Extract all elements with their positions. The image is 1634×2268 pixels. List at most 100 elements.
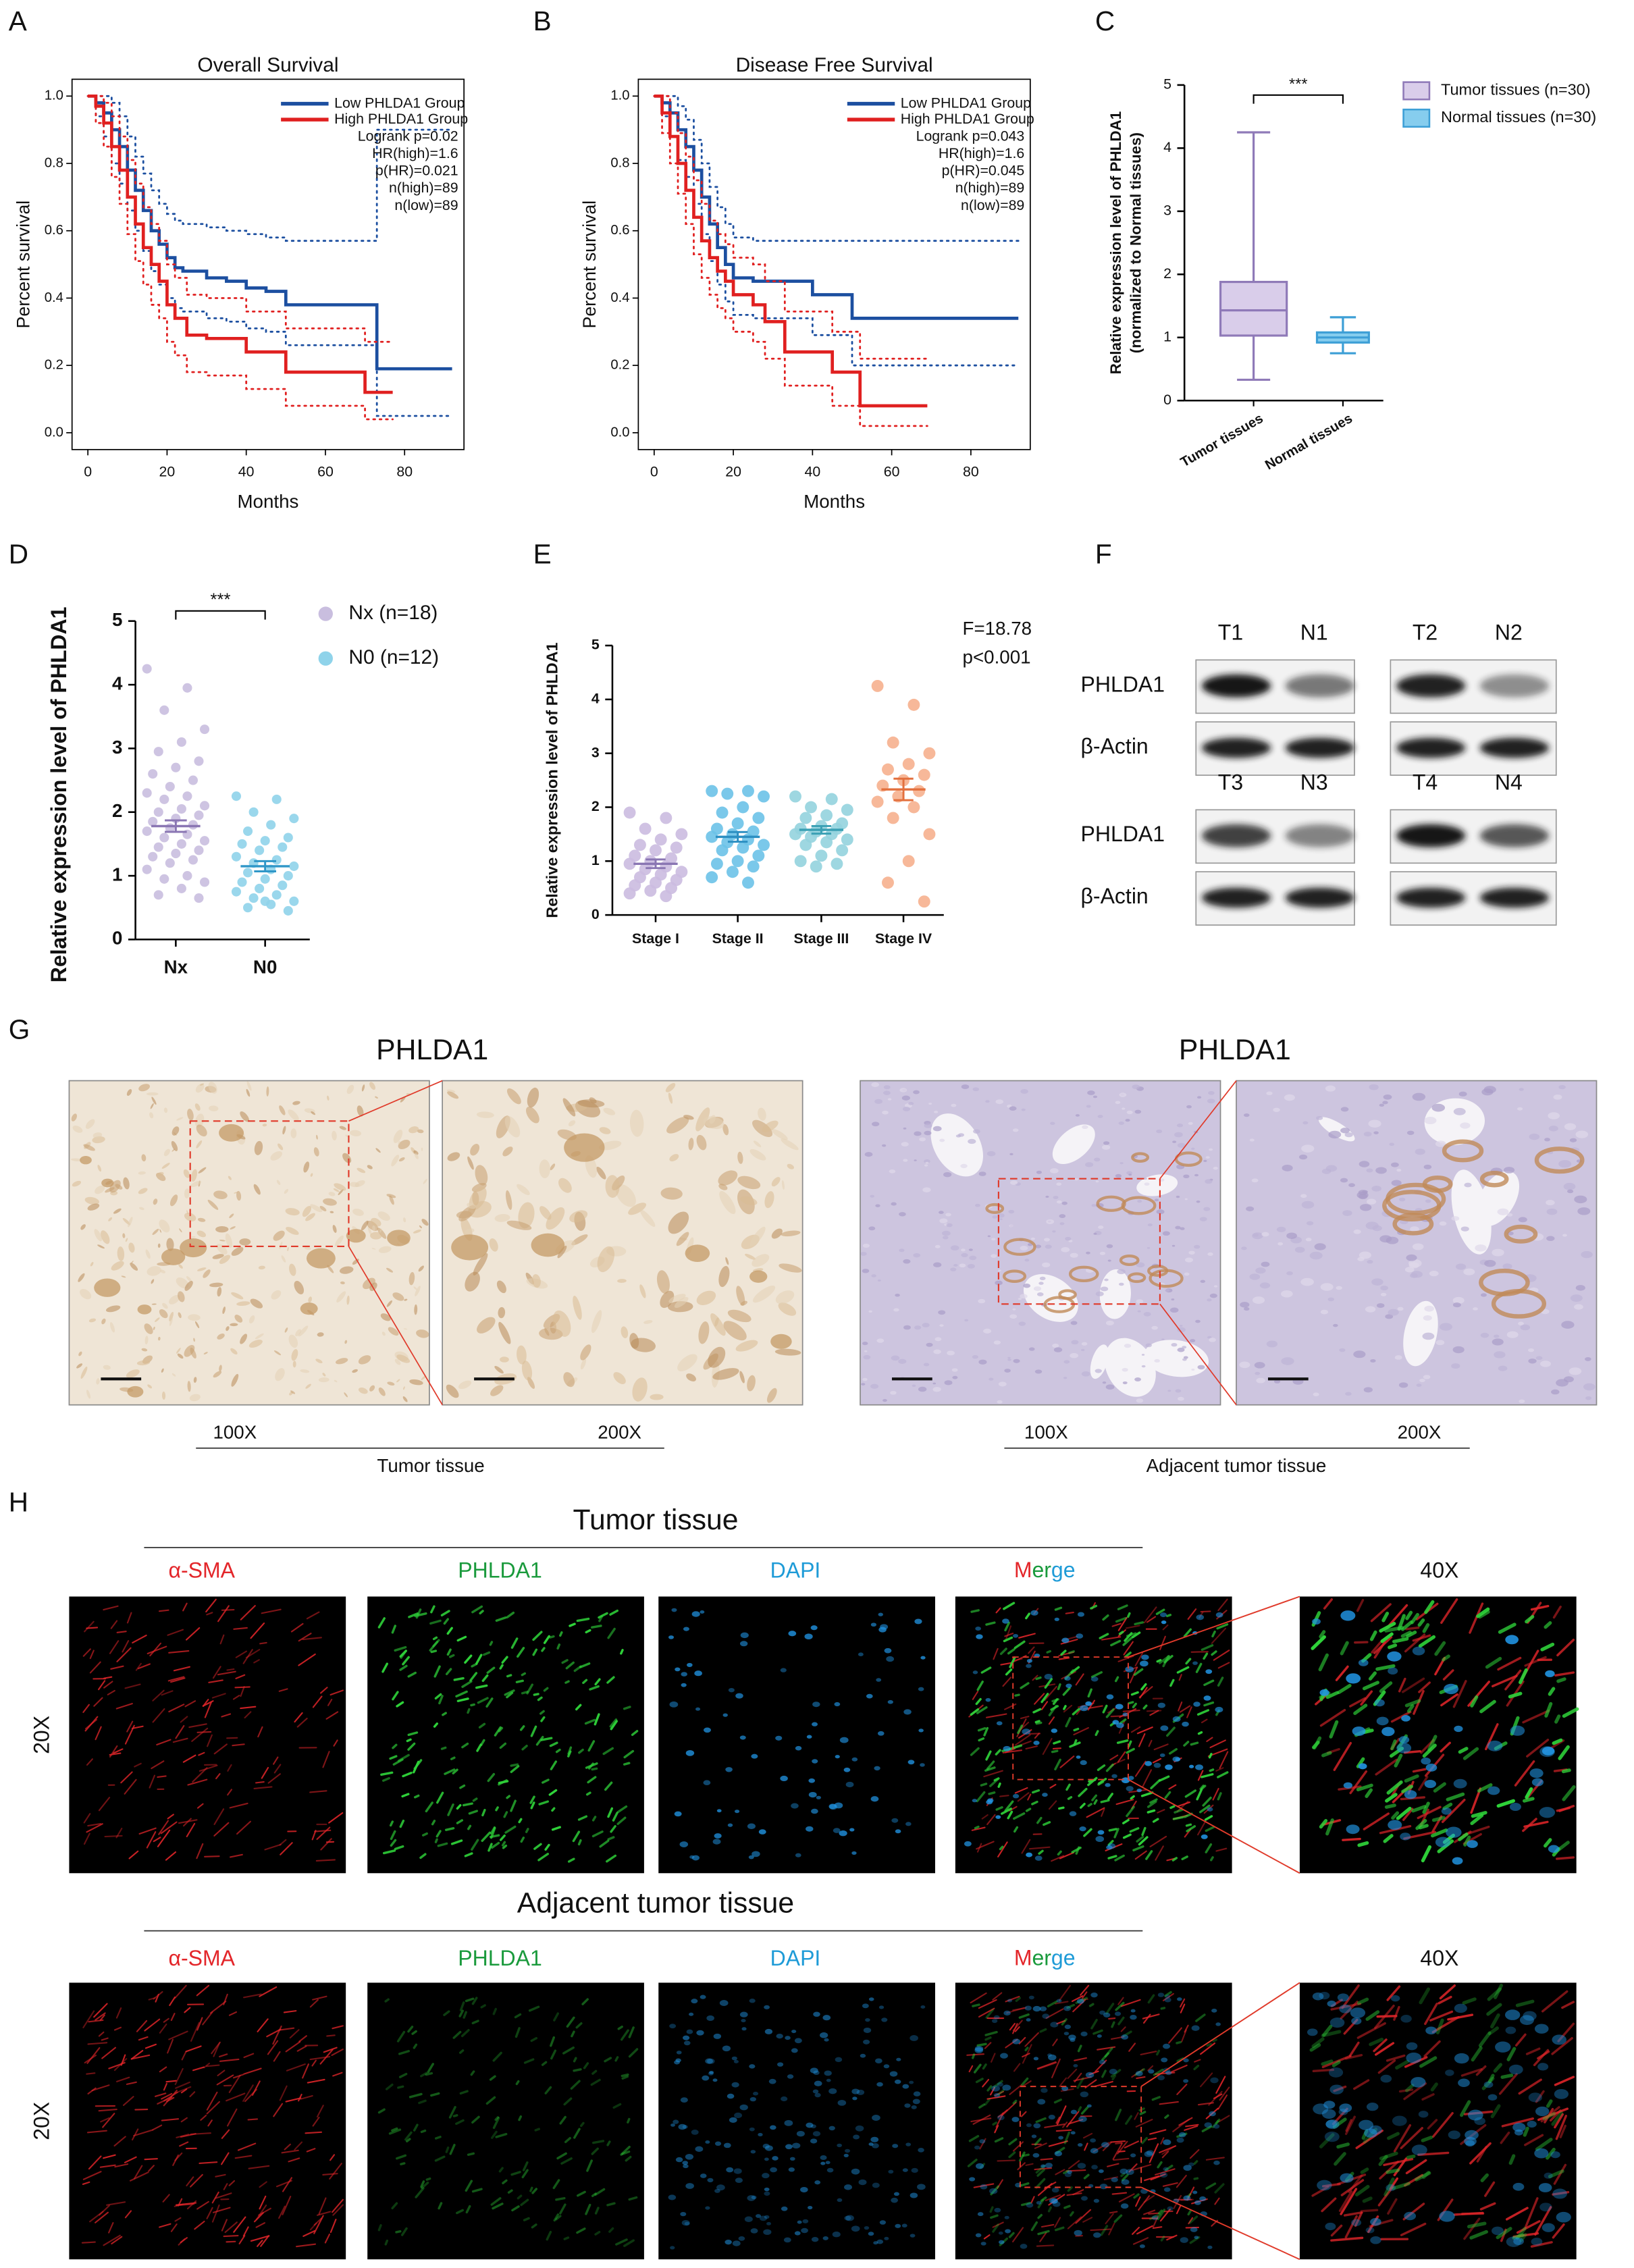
dapi-nucleus [1165, 1994, 1171, 1999]
dapi-nucleus [751, 2195, 757, 2200]
phlda1-signal [1552, 1738, 1563, 1745]
phlda1-signal [1329, 1720, 1339, 1739]
tissue-texture [1452, 1346, 1465, 1354]
tissue-texture [1184, 1257, 1194, 1263]
alpha-sma-signal [995, 1607, 1001, 1614]
alpha-sma-signal [204, 1855, 220, 1857]
phlda1-signal [1050, 1705, 1059, 1711]
tissue-texture [709, 1115, 716, 1124]
dapi-nucleus [975, 1626, 981, 1631]
tissue-texture [196, 1124, 207, 1137]
tissue-texture [1301, 1144, 1315, 1153]
phlda1-signal [1206, 2042, 1213, 2047]
phlda1-signal [604, 1781, 613, 1791]
phlda1-signal [1395, 2059, 1410, 2070]
tissue-texture [1177, 1142, 1186, 1148]
phlda1-signal [434, 1838, 438, 1843]
dapi-nucleus [863, 2039, 870, 2045]
dapi-nucleus [1541, 2223, 1555, 2232]
phlda1-signal [585, 2203, 591, 2215]
alpha-sma-signal [1058, 1984, 1072, 2002]
alpha-sma-signal [1184, 2125, 1198, 2131]
alpha-sma-signal [1460, 2067, 1483, 2077]
phlda1-signal [1384, 1803, 1396, 1809]
channel-label: α-SMA [169, 1946, 236, 1970]
phlda1-signal [1369, 2037, 1384, 2047]
tissue-texture [1423, 1315, 1432, 1321]
dapi-nucleus [1026, 1664, 1032, 1668]
phlda1-signal [543, 1635, 550, 1644]
tissue-texture [1141, 1354, 1145, 1356]
alpha-sma-signal [223, 2183, 228, 2190]
phlda1-signal [1147, 1800, 1157, 1808]
dapi-nucleus [1376, 1716, 1389, 1726]
dapi-nucleus [864, 2225, 870, 2230]
dapi-nucleus [1040, 2088, 1048, 2093]
phlda1-signal [1493, 2063, 1503, 2073]
phlda1-signal [1340, 1641, 1349, 1656]
tissue-texture [253, 1184, 261, 1195]
phlda1-signal [442, 1712, 447, 1716]
tissue-texture [1183, 1174, 1190, 1179]
tissue-texture [85, 1119, 95, 1129]
dapi-nucleus [676, 2051, 682, 2055]
phlda1-signal [448, 1654, 455, 1658]
phlda1-signal [1100, 2225, 1109, 2236]
tissue-texture [239, 1238, 251, 1246]
dapi-nucleus [708, 2072, 714, 2076]
alpha-sma-signal [273, 1756, 279, 1765]
phlda1-signal [452, 1768, 458, 1774]
tissue-texture [1087, 1090, 1095, 1095]
y-tick-label: 3 [1163, 202, 1171, 218]
fluorescence-image [658, 1596, 935, 1874]
tissue-texture [310, 1204, 323, 1213]
phlda1-signal [1209, 1768, 1215, 1772]
data-point [799, 812, 812, 824]
dapi-nucleus [1392, 2115, 1407, 2126]
phlda1-signal [1201, 1773, 1214, 1778]
alpha-sma-signal [1176, 2084, 1188, 2095]
tissue-texture [262, 1124, 267, 1127]
tissue-texture [550, 1163, 556, 1171]
tissue-texture [597, 1246, 615, 1273]
alpha-sma-signal [182, 1602, 188, 1612]
tissue-texture [473, 1252, 488, 1275]
dapi-nucleus [1339, 2004, 1352, 2013]
alpha-sma-signal [319, 1687, 328, 1694]
alpha-sma-signal [113, 2136, 126, 2147]
alpha-sma-signal [1108, 2222, 1115, 2236]
phlda1-signal [1195, 2013, 1206, 2022]
phlda1-signal [501, 1841, 506, 1847]
tissue-texture [465, 1228, 475, 1234]
phlda1-signal [566, 2016, 575, 2028]
phlda1-signal [1431, 1828, 1448, 1838]
tissue-texture [1080, 1348, 1085, 1352]
tissue-texture [1165, 1289, 1170, 1292]
dapi-nucleus [684, 2221, 690, 2226]
dapi-nucleus [833, 1828, 841, 1833]
tissue-texture [950, 1245, 959, 1250]
phlda1-signal [1544, 1702, 1553, 1718]
alpha-sma-signal [1134, 2112, 1139, 2120]
alpha-sma-signal [1197, 1770, 1204, 1781]
dapi-nucleus [1446, 1826, 1462, 1838]
tissue-texture [934, 1244, 941, 1248]
phlda1-signal [1183, 1741, 1190, 1747]
dapi-nucleus [910, 2234, 916, 2238]
phlda1-signal [569, 1623, 576, 1627]
alpha-sma-signal [1162, 1624, 1169, 1631]
tissue-texture [1012, 1128, 1019, 1132]
dapi-nucleus [1136, 1788, 1142, 1793]
alpha-sma-signal [1037, 2061, 1057, 2070]
dapi-nucleus [722, 1713, 728, 1717]
panel-label: B [533, 5, 552, 36]
tissue-texture [521, 1361, 533, 1381]
alpha-sma-signal [161, 1690, 174, 1696]
phlda1-signal [621, 2029, 629, 2041]
phlda1-signal [392, 1691, 399, 1701]
tissue-texture [932, 1382, 937, 1385]
phlda1-signal [606, 2140, 611, 2146]
dapi-nucleus [750, 2150, 756, 2154]
tissue-texture [1406, 1254, 1417, 1261]
dapi-nucleus [1535, 2106, 1550, 2117]
